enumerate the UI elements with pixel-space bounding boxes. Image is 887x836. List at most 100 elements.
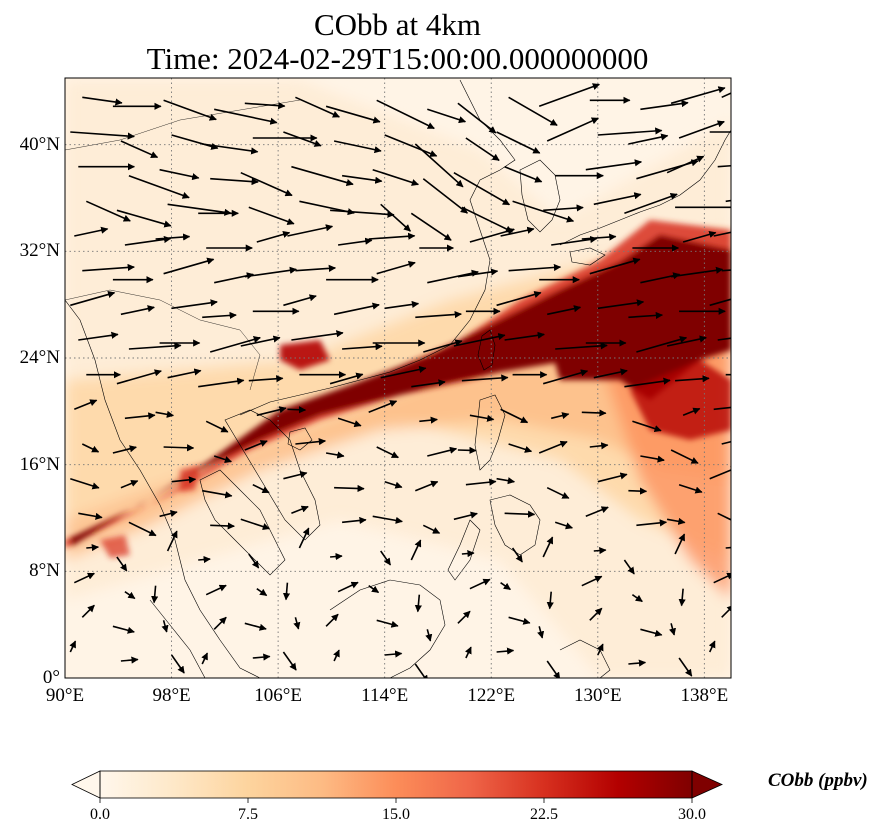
wind-vector-arrow	[287, 406, 307, 414]
wind-vector-arrow	[581, 409, 607, 417]
wind-vector-arrow	[291, 165, 354, 186]
wind-vector-arrow	[248, 553, 260, 569]
wind-vector-arrow	[198, 377, 245, 388]
wind-vector-arrow	[205, 420, 229, 433]
wind-vector-arrow	[70, 477, 100, 490]
wind-vector-arrow	[213, 455, 232, 464]
wind-vector-arrow	[593, 546, 607, 555]
wind-vector-arrow	[547, 305, 582, 316]
wind-vector-arrow	[589, 257, 641, 275]
wind-vector-arrow	[384, 300, 420, 310]
wind-vector-arrow	[666, 335, 707, 347]
wind-vector-arrow	[678, 657, 693, 677]
wind-vector-arrow	[376, 619, 399, 628]
wind-vector-arrow	[330, 552, 343, 561]
wind-vector-arrow	[295, 264, 337, 272]
wind-vector-arrow	[415, 310, 462, 319]
wind-vector-arrow	[256, 588, 268, 597]
wind-vector-arrow	[593, 368, 628, 379]
wind-vector-arrow	[538, 440, 568, 454]
wind-vector-arrow	[329, 372, 364, 385]
wind-vector-arrow	[70, 131, 135, 140]
wind-vector-arrow	[512, 200, 575, 223]
wind-vector-arrow	[376, 446, 399, 459]
wind-vector-arrow	[163, 257, 215, 275]
wind-vector-arrow	[368, 400, 398, 414]
wind-vector-arrow	[678, 483, 703, 494]
wind-vector-arrow	[128, 342, 182, 350]
wind-vector-arrow	[709, 298, 731, 307]
wind-vector-arrow	[713, 231, 731, 237]
wind-vector-arrow	[337, 237, 373, 246]
wind-vector-arrow	[546, 660, 561, 678]
wind-vector-arrow	[453, 511, 478, 521]
wind-vector-arrow	[124, 591, 136, 600]
wind-vector-arrow	[342, 516, 367, 525]
colorbar-gradient	[100, 771, 692, 798]
wind-vector-arrow	[287, 224, 334, 237]
wind-vector-arrow	[511, 547, 523, 563]
wind-vector-arrow	[248, 375, 284, 383]
wind-vector-arrow	[214, 108, 278, 125]
wind-vector-arrow	[453, 333, 506, 347]
wind-vector-arrow	[682, 230, 717, 243]
wind-vector-arrow	[500, 582, 511, 591]
wind-vector-arrow	[166, 530, 178, 552]
wind-vector-arrow	[120, 656, 139, 664]
wind-vector-arrow	[427, 269, 479, 284]
map-plot-area	[65, 78, 731, 678]
wind-vector-arrow	[380, 550, 392, 566]
wind-vector-arrow	[496, 131, 541, 154]
y-tick-label: 16°N	[19, 453, 60, 475]
wind-vector-arrow	[82, 96, 123, 106]
colorbar-extend-min	[71, 770, 101, 799]
wind-vector-arrow	[461, 206, 513, 233]
wind-vector-arrow	[120, 140, 159, 159]
wind-vector-arrow	[632, 420, 662, 433]
wind-vector-arrow	[380, 203, 411, 232]
wind-vector-arrow	[240, 335, 281, 347]
colorbar-tick-label: 0.0	[90, 806, 110, 823]
wind-vector-arrow	[78, 331, 119, 341]
wind-vector-arrow	[585, 506, 609, 518]
wind-vector-arrow	[427, 446, 458, 457]
wind-vector-arrow	[159, 510, 178, 518]
wind-vector-arrow	[713, 403, 731, 412]
wind-vector-arrow	[252, 483, 270, 494]
wind-vector-arrow	[291, 330, 344, 341]
wind-vector-arrow	[155, 410, 175, 418]
wind-vector-arrow	[330, 209, 395, 218]
wind-vector-arrow	[283, 294, 317, 307]
wind-vector-arrow	[372, 168, 419, 186]
y-tick-label: 40°N	[19, 133, 60, 155]
wind-vector-arrow	[543, 204, 584, 212]
wind-vector-arrow	[717, 164, 731, 168]
wind-vector-arrow	[128, 174, 190, 199]
wind-vector-arrow	[636, 519, 668, 527]
x-tick-label: 90°E	[45, 685, 85, 706]
wind-vector-arrow	[464, 646, 472, 659]
wind-vector-arrow	[504, 510, 536, 518]
wind-vector-arrow	[73, 572, 95, 584]
wind-vector-arrow	[341, 174, 383, 184]
wind-vector-arrow	[419, 416, 438, 424]
wind-vector-arrow	[537, 626, 545, 639]
wind-vector-arrow	[624, 377, 671, 388]
wind-vector-arrow	[244, 102, 286, 110]
wind-vector-arrow	[725, 199, 731, 203]
wind-vector-arrow	[283, 470, 308, 480]
y-tick-label: 0°	[42, 667, 60, 688]
wind-vector-arrow	[425, 629, 433, 642]
wind-vector-arrow	[675, 375, 710, 383]
wind-vector-arrow	[508, 96, 558, 126]
wind-vector-arrow	[167, 203, 232, 216]
wind-vector-arrow	[708, 640, 716, 653]
wind-vector-arrow	[542, 369, 589, 385]
wind-vector-arrow	[597, 472, 628, 483]
wind-vector-arrow	[542, 536, 554, 558]
wind-vector-arrow	[240, 171, 293, 197]
wind-vector-arrow	[631, 594, 643, 603]
wind-vector-arrow	[376, 99, 435, 130]
wind-vector-arrow	[596, 643, 604, 656]
wind-vector-arrow	[593, 192, 642, 206]
